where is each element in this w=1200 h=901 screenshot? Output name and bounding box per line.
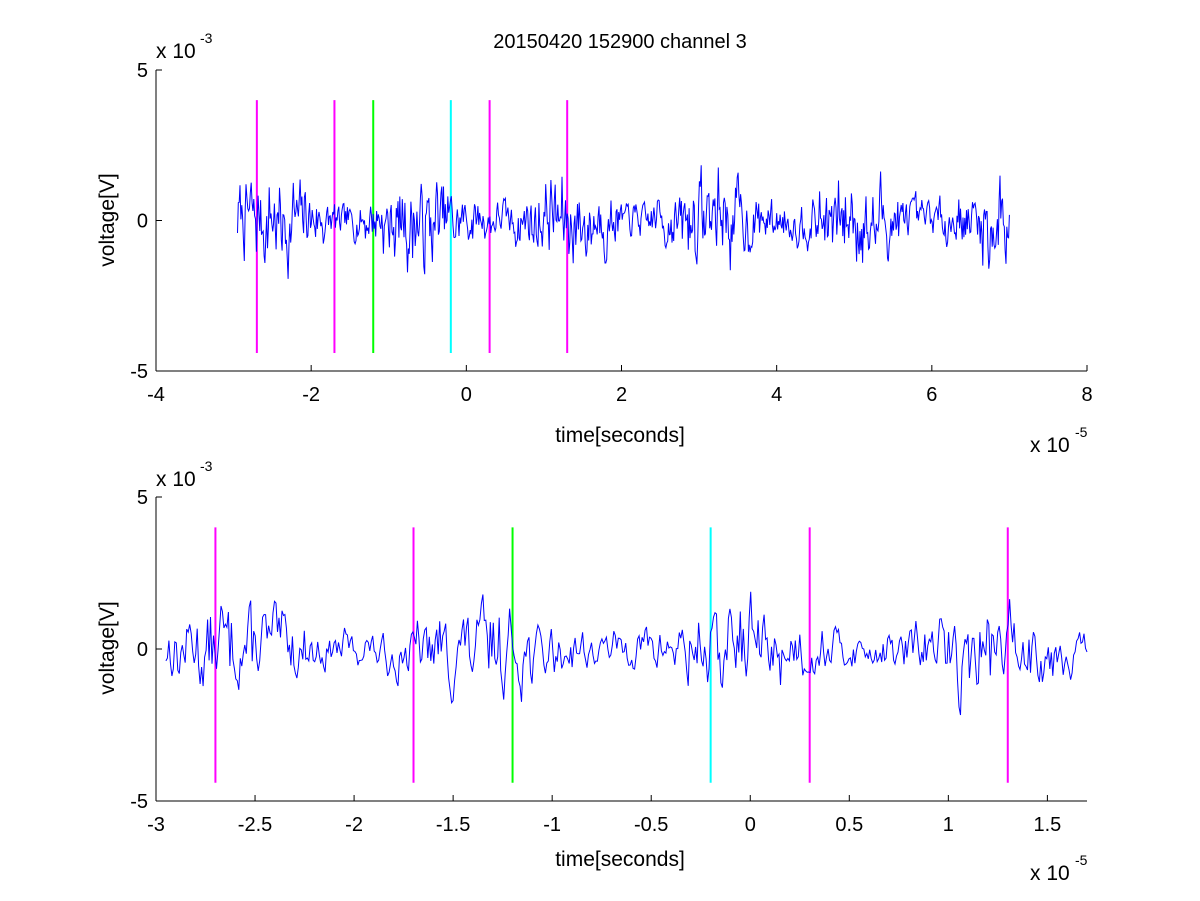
svg-text:-5: -5 (1075, 424, 1088, 440)
x-tick-label: 4 (771, 384, 782, 406)
x-tick-label: -4 (147, 384, 165, 406)
bottom-y-multiplier: x 10 -3 (156, 458, 213, 491)
x-tick-label: 1.5 (1033, 814, 1061, 836)
x-tick-label: -1 (543, 814, 561, 836)
x-tick-label: -3 (147, 814, 165, 836)
x-tick-label: 8 (1081, 384, 1092, 406)
figure-title: 20150420 152900 channel 3 (493, 31, 747, 53)
y-tick-label: 5 (137, 487, 148, 509)
svg-text:x 10: x 10 (156, 40, 196, 63)
bottom-y-ticks: -5 0 5 (130, 487, 162, 813)
y-tick-label: 0 (137, 211, 148, 233)
svg-text:x 10: x 10 (1030, 434, 1070, 457)
x-tick-label: 1 (943, 814, 954, 836)
top-voltage-series (237, 165, 1010, 279)
bottom-voltage-series (165, 591, 1088, 716)
x-tick-label: -0.5 (634, 814, 668, 836)
x-tick-label: -2.5 (238, 814, 272, 836)
x-tick-label: -2 (302, 384, 320, 406)
x-tick-label: -2 (345, 814, 363, 836)
bottom-event-markers (214, 527, 1009, 783)
top-x-multiplier: x 10 -5 (1030, 424, 1088, 457)
bottom-y-label: voltage[V] (96, 601, 119, 694)
y-tick-label: -5 (130, 361, 148, 383)
svg-text:x 10: x 10 (156, 468, 196, 491)
svg-text:-3: -3 (200, 30, 213, 46)
top-y-label: voltage[V] (96, 173, 119, 266)
y-tick-label: 5 (137, 60, 148, 82)
x-tick-label: 0 (745, 814, 756, 836)
x-tick-label: 0.5 (835, 814, 863, 836)
svg-text:x 10: x 10 (1030, 862, 1070, 885)
bottom-x-ticks: -3 -2.5 -2 -1.5 -1 -0.5 0 0.5 1 1.5 (147, 795, 1061, 836)
bottom-x-label: time[seconds] (555, 848, 685, 871)
top-plot-grid-frame (155, 70, 1087, 372)
top-x-ticks: -4 -2 0 2 4 6 8 (147, 365, 1093, 406)
y-tick-label: 0 (137, 639, 148, 661)
bottom-x-multiplier: x 10 -5 (1030, 852, 1088, 885)
top-plot: -4 -2 0 2 4 6 8 -505 time[seconds] voltage[V] … (96, 30, 1093, 457)
bottom-plot: -3 -2.5 -2 -1.5 -1 -0.5 0 0.5 1 1.5 -5 0 5 time[sec… (96, 458, 1088, 885)
x-tick-label: 0 (461, 384, 472, 406)
x-tick-label: 2 (616, 384, 627, 406)
top-y-ticks: -5 0 5 (130, 60, 162, 383)
y-tick-label: -5 (130, 791, 148, 813)
svg-text:-3: -3 (200, 458, 213, 474)
x-tick-label: -1.5 (436, 814, 470, 836)
x-tick-label: 6 (926, 384, 937, 406)
svg-text:-5: -5 (1075, 852, 1088, 868)
top-y-multiplier: x 10 -3 (156, 30, 213, 63)
top-x-label: time[seconds] (555, 424, 685, 447)
